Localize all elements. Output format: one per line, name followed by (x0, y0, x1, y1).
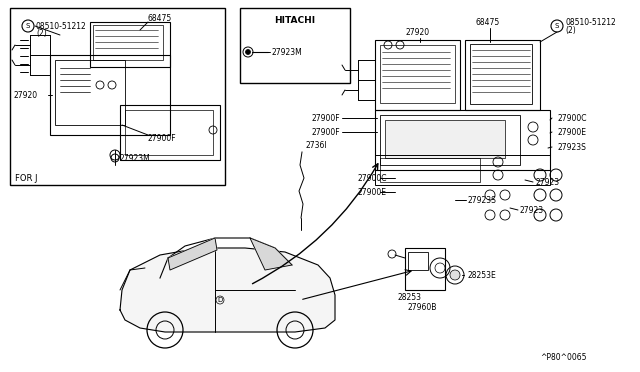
Bar (125, 110, 213, 155)
Text: 27923: 27923 (520, 205, 544, 215)
Text: S: S (26, 23, 30, 29)
Bar (375, 155, 550, 185)
Bar (93, 25, 163, 60)
Bar (465, 40, 540, 110)
Bar (55, 60, 125, 125)
Text: 28253E: 28253E (467, 270, 496, 279)
Bar (120, 105, 220, 160)
Text: 27900C: 27900C (558, 113, 588, 122)
Text: 27900F: 27900F (312, 128, 340, 137)
Polygon shape (168, 238, 217, 270)
Text: S: S (555, 23, 559, 29)
Polygon shape (250, 238, 292, 270)
Bar (380, 45, 455, 103)
Text: 27900F: 27900F (312, 113, 340, 122)
Bar (470, 44, 532, 104)
Bar (240, 8, 350, 83)
Bar (385, 120, 505, 158)
Text: 68475: 68475 (148, 13, 172, 22)
Text: 27920: 27920 (13, 90, 37, 99)
Bar (90, 22, 170, 67)
Text: 27923S: 27923S (468, 196, 497, 205)
Bar (380, 158, 480, 182)
Text: 27923M: 27923M (120, 154, 151, 163)
Text: 27923M: 27923M (272, 48, 303, 57)
Text: 27900F: 27900F (148, 134, 177, 142)
Text: 27920: 27920 (406, 28, 430, 36)
Text: 08510-51212: 08510-51212 (565, 17, 616, 26)
Text: (2): (2) (565, 26, 576, 35)
Text: (2): (2) (36, 29, 47, 38)
Circle shape (450, 270, 460, 280)
Text: HITACHI: HITACHI (275, 16, 316, 25)
Text: 27900C: 27900C (358, 173, 387, 183)
Bar (405, 248, 445, 290)
Bar (408, 252, 428, 270)
Bar (10, 8, 225, 185)
Bar (380, 115, 520, 165)
Bar (50, 55, 170, 135)
Text: 27960B: 27960B (408, 304, 437, 312)
Bar (375, 40, 460, 110)
Circle shape (246, 49, 250, 55)
Text: 08510-51212: 08510-51212 (36, 22, 87, 31)
Polygon shape (120, 248, 335, 332)
Text: 27900E: 27900E (558, 128, 587, 137)
Bar (375, 110, 550, 170)
Text: 27923: 27923 (535, 177, 559, 186)
Text: 27923S: 27923S (558, 142, 587, 151)
Text: ^P80^0065: ^P80^0065 (540, 353, 586, 362)
Text: 2736l: 2736l (305, 141, 326, 150)
Text: D: D (218, 297, 223, 303)
Text: FOR J: FOR J (15, 173, 38, 183)
Text: 28253: 28253 (398, 294, 422, 302)
Text: 68475: 68475 (476, 17, 500, 26)
Text: 27900E: 27900E (358, 187, 387, 196)
